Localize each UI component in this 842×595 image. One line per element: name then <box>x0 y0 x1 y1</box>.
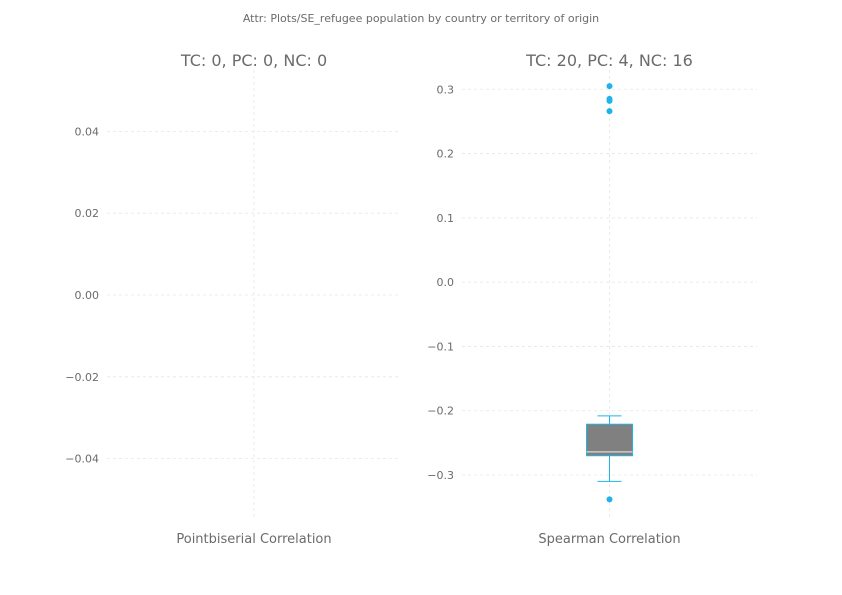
x-axis-label-0: Pointbiserial Correlation <box>176 532 331 547</box>
outlier-point-3 <box>606 108 613 115</box>
figure-suptitle: Attr: Plots/SE_refugee population by cou… <box>243 12 599 25</box>
y-tick-label-1-4: −0.1 <box>427 340 454 353</box>
outlier-point-4 <box>606 496 613 503</box>
x-axis-label-1: Spearman Correlation <box>538 532 680 547</box>
panel-title-1: TC: 20, PC: 4, NC: 16 <box>525 51 693 70</box>
iqr-box <box>586 423 633 457</box>
y-tick-label-1-0: 0.3 <box>437 83 455 96</box>
y-tick-label-1-6: −0.3 <box>427 469 454 482</box>
y-tick-label-0-4: −0.04 <box>65 453 99 466</box>
y-tick-label-0-1: 0.02 <box>75 207 100 220</box>
y-tick-label-1-1: 0.2 <box>437 148 455 161</box>
panel-title-0: TC: 0, PC: 0, NC: 0 <box>180 51 327 70</box>
y-tick-label-0-0: 0.04 <box>75 125 100 138</box>
y-tick-label-0-3: −0.02 <box>65 371 99 384</box>
outlier-point-2 <box>606 97 613 104</box>
y-tick-label-1-3: 0.0 <box>437 276 455 289</box>
y-tick-label-0-2: 0.00 <box>75 289 100 302</box>
y-tick-label-1-5: −0.2 <box>427 405 454 418</box>
outlier-point-0 <box>606 83 613 90</box>
y-tick-label-1-2: 0.1 <box>437 212 455 225</box>
